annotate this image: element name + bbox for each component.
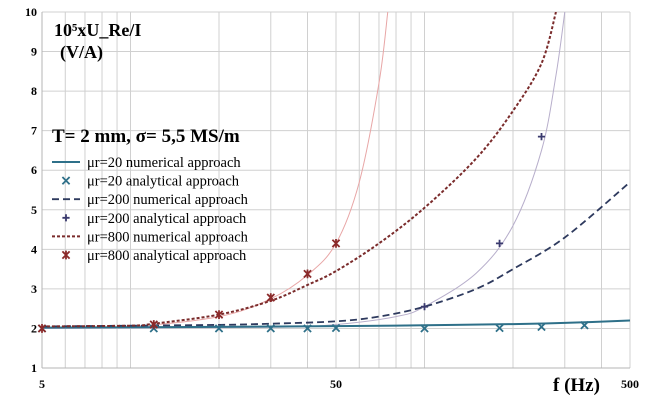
series-line--r-20-numerical-approach: [42, 319, 630, 329]
data-point: [537, 133, 546, 141]
data-point: [214, 324, 224, 333]
grid-lines: [41, 11, 631, 369]
test-conditions: T= 2 mm, σ= 5,5 MS/m: [52, 126, 240, 147]
legend: μr=20 numerical approach μr=20 analytical…: [52, 155, 249, 264]
data-point: [420, 324, 429, 333]
x-axis-ticks: 5 50 500: [39, 377, 639, 391]
legend-label: μr=20 analytical approach: [87, 174, 240, 190]
data-point: [149, 320, 159, 329]
y-tick-label: 5: [31, 203, 37, 217]
y-tick-label: 10: [25, 5, 37, 19]
y-tick-label: 1: [31, 361, 37, 375]
legend-swatch: [61, 176, 71, 185]
y-tick-label: 6: [31, 163, 37, 177]
data-point: [266, 324, 276, 333]
legend-label: μr=200 analytical approach: [87, 211, 247, 227]
x-tick-label: 5: [39, 377, 45, 391]
y-tick-label: 7: [31, 124, 37, 138]
data-point: [537, 322, 546, 332]
data-point: [495, 239, 504, 247]
data-point: [303, 269, 312, 279]
y-tick-label: 3: [31, 282, 37, 296]
legend-label: μr=800 analytical approach: [87, 248, 247, 264]
legend-label: μr=800 numerical approach: [87, 229, 249, 245]
legend-label: μr=200 numerical approach: [87, 192, 249, 208]
x-tick-label: 50: [330, 377, 342, 391]
plot-area: [37, 12, 630, 333]
x-axis-label: f (Hz): [553, 375, 600, 396]
data-point: [580, 321, 589, 330]
y-tick-label: 8: [31, 84, 37, 98]
x-tick-label: 500: [621, 377, 639, 391]
series-line--r-200-numerical-approach: [42, 181, 630, 328]
y-tick-label: 2: [31, 321, 37, 335]
y-tick-label: 4: [31, 242, 37, 256]
data-point: [495, 323, 504, 333]
legend-swatch: [62, 214, 70, 222]
legend-label: μr=20 numerical approach: [87, 155, 241, 171]
series-points--r-800-analytical-approach: [37, 239, 341, 333]
legend-swatch: [61, 250, 71, 260]
y-axis-ticks: 1 2 3 4 5 6 7 8 9 10: [25, 5, 37, 375]
data-point: [303, 324, 312, 333]
data-point: [214, 310, 224, 319]
data-point: [331, 239, 341, 248]
data-point: [420, 303, 429, 311]
y-axis-label: 10⁵xU_Re/I: [54, 20, 141, 40]
y-tick-label: 9: [31, 45, 37, 59]
series-points--r-200-analytical-approach: [420, 133, 546, 311]
data-point: [266, 293, 276, 302]
data-point: [331, 323, 341, 333]
data-point: [37, 324, 47, 333]
y-axis-unit: (V/A): [60, 42, 103, 63]
